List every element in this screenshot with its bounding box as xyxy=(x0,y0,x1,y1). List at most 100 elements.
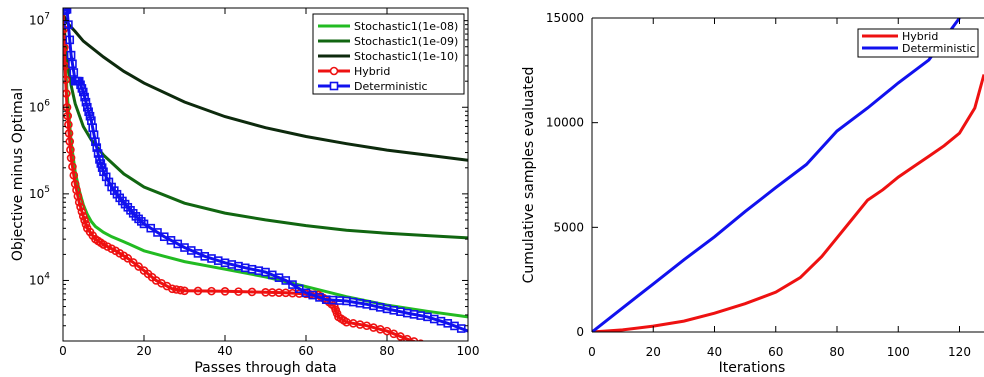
left-x-tick-label: 80 xyxy=(379,344,394,358)
right-legend-box xyxy=(857,28,979,58)
left-series-marker-3 xyxy=(176,285,185,295)
left-y-tick-base: 10 xyxy=(29,14,44,28)
left-series-marker-3 xyxy=(448,351,455,358)
left-series-marker-3 xyxy=(78,212,88,221)
right-y-tick-label: 15000 xyxy=(546,11,584,25)
left-series-marker-4 xyxy=(83,102,92,112)
left-series-marker-4 xyxy=(78,87,88,97)
left-series-marker-4 xyxy=(92,143,102,152)
left-y-tick-exponent: 4 xyxy=(44,271,50,281)
left-y-axis-label: Objective minus Optimal xyxy=(10,88,26,261)
left-series-marker-4 xyxy=(85,111,95,121)
left-x-tick-label: 60 xyxy=(298,344,313,358)
left-series-marker-3 xyxy=(134,262,143,271)
left-series-marker-3 xyxy=(424,343,431,350)
right-legend-label: Deterministic xyxy=(902,42,976,55)
left-series-marker-3 xyxy=(63,89,71,98)
right-x-tick-label: 120 xyxy=(948,345,971,359)
right-y-tick-label: 5000 xyxy=(553,220,584,234)
left-series-marker-3 xyxy=(172,285,181,294)
left-x-axis-label: Passes through data xyxy=(194,360,336,376)
left-x-ticks: 0 20 40 60 80 100 xyxy=(59,8,479,358)
left-series-marker-4 xyxy=(134,214,143,224)
left-series-group xyxy=(63,8,468,358)
left-y-tick-label: 104 xyxy=(29,271,50,287)
right-x-tick-label: 80 xyxy=(829,345,844,359)
left-legend-marker xyxy=(329,66,339,76)
left-series-marker-4 xyxy=(63,8,68,16)
left-y-tick-base: 10 xyxy=(29,273,44,287)
left-series-marker-3 xyxy=(234,287,243,296)
right-x-tick-label: 100 xyxy=(887,345,910,359)
left-series-marker-3 xyxy=(74,197,84,207)
right-x-tick-label: 0 xyxy=(588,345,596,359)
left-x-tick-label: 40 xyxy=(217,344,232,358)
right-y-ticks: 0 5000 10000 15000 xyxy=(546,11,598,339)
left-series-marker-4 xyxy=(99,167,108,177)
left-series-marker-3 xyxy=(66,145,75,155)
left-series-marker-3 xyxy=(63,43,69,52)
left-series-marker-3 xyxy=(444,351,451,358)
right-x-tick-label: 40 xyxy=(707,345,722,359)
left-series-marker-4 xyxy=(93,149,103,158)
left-series-marker-3 xyxy=(439,348,446,355)
left-series-marker-3 xyxy=(66,153,76,163)
left-series-marker-3 xyxy=(69,171,79,180)
left-series-marker-3 xyxy=(77,207,87,216)
right-legend-label: Hybrid xyxy=(902,30,938,43)
left-y-tick-exponent: 5 xyxy=(44,185,50,195)
left-series-marker-3 xyxy=(168,284,177,294)
left-series-marker-3 xyxy=(81,220,91,229)
left-y-tick-exponent: 7 xyxy=(44,12,50,22)
left-series-marker-4 xyxy=(63,8,72,14)
right-x-ticks: 0 20 40 60 80 100 120 xyxy=(588,18,971,359)
right-series-line-1 xyxy=(592,18,961,332)
right-y-tick-label: 10000 xyxy=(546,116,584,130)
right-x-axis-label: Iterations xyxy=(719,360,786,376)
left-series-marker-4 xyxy=(137,217,146,226)
left-series-marker-3 xyxy=(80,216,89,225)
left-series-marker-3 xyxy=(128,258,138,267)
left-series-marker-3 xyxy=(76,202,85,212)
left-series-marker-3 xyxy=(247,287,257,297)
left-series-marker-4 xyxy=(104,177,114,187)
right-x-tick-label: 60 xyxy=(768,345,783,359)
left-legend-label: Stochastic1(1e-10) xyxy=(354,50,458,63)
left-series-marker-4 xyxy=(456,324,466,333)
left-y-tick-base: 10 xyxy=(29,187,44,201)
left-series-marker-3 xyxy=(180,286,189,296)
left-legend-label: Hybrid xyxy=(354,65,390,78)
left-y-tick-exponent: 6 xyxy=(44,98,50,108)
right-x-tick-label: 20 xyxy=(646,345,661,359)
left-y-tick-label: 106 xyxy=(29,98,50,114)
left-series-marker-3 xyxy=(63,75,70,85)
left-series-marker-4 xyxy=(80,92,89,102)
right-y-tick-label: 0 xyxy=(576,325,584,339)
right-series-line-0 xyxy=(592,74,984,332)
left-y-tick-label: 107 xyxy=(29,12,50,28)
left-series-line-2 xyxy=(63,13,468,162)
left-series-marker-4 xyxy=(91,137,100,147)
left-x-tick-label: 100 xyxy=(457,344,480,358)
left-series-marker-4 xyxy=(81,97,91,107)
left-series-marker-3 xyxy=(442,350,449,357)
left-series-marker-3 xyxy=(63,24,68,34)
left-series-marker-3 xyxy=(64,120,73,129)
left-series-marker-4 xyxy=(84,107,93,117)
right-chart-samples: 0 20 40 60 80 100 120 0 5000 10000 15000 Iteratio… xyxy=(521,11,984,376)
left-series-marker-3 xyxy=(436,347,443,354)
left-series-marker-4 xyxy=(65,35,75,45)
left-legend-label: Deterministic xyxy=(354,80,428,93)
right-y-axis-label: Cumulative samples evaluated xyxy=(521,67,537,284)
right-plot-area xyxy=(591,17,984,333)
left-series-marker-4 xyxy=(66,50,76,60)
left-series-marker-3 xyxy=(193,286,203,296)
left-plot-frame xyxy=(62,7,469,342)
left-y-tick-base: 10 xyxy=(29,100,44,114)
left-series-marker-3 xyxy=(68,162,77,171)
left-series-marker-4 xyxy=(68,59,77,69)
left-y-tick-label: 105 xyxy=(29,185,50,201)
